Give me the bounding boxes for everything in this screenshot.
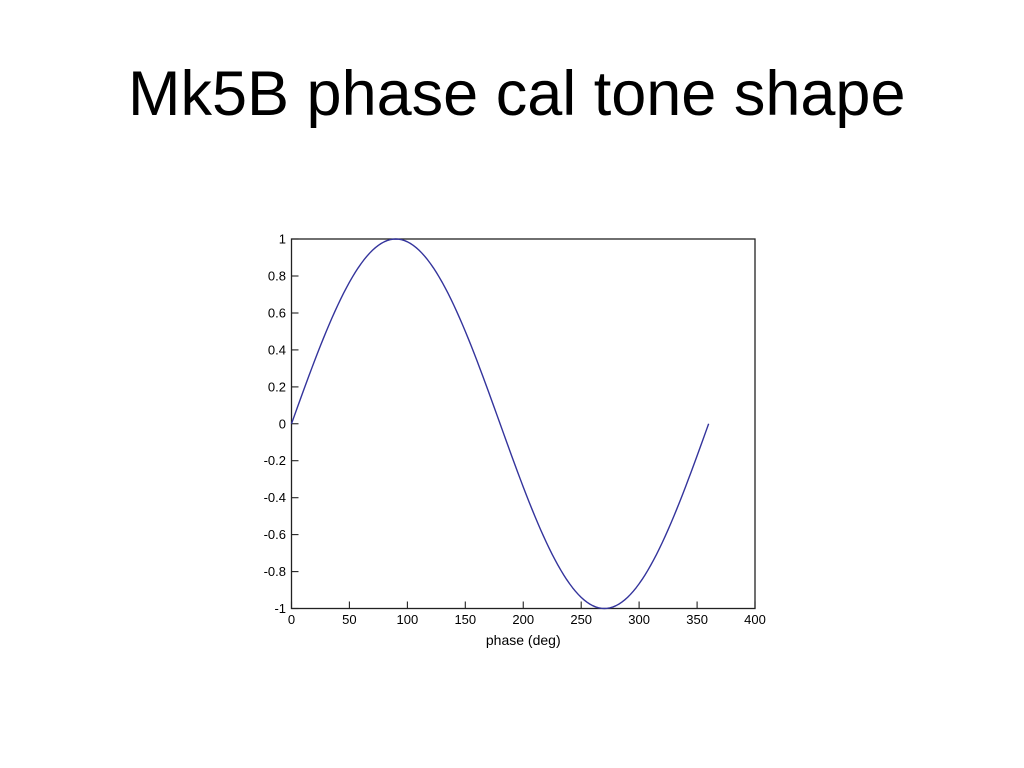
svg-text:250: 250 bbox=[570, 612, 592, 627]
svg-text:200: 200 bbox=[512, 612, 534, 627]
svg-text:350: 350 bbox=[686, 612, 708, 627]
svg-text:phase (deg): phase (deg) bbox=[486, 632, 561, 648]
svg-text:-0.4: -0.4 bbox=[264, 490, 286, 505]
svg-text:100: 100 bbox=[397, 612, 419, 627]
svg-text:0.8: 0.8 bbox=[268, 269, 286, 284]
svg-text:50: 50 bbox=[342, 612, 356, 627]
svg-text:-0.6: -0.6 bbox=[264, 527, 286, 542]
svg-text:0.2: 0.2 bbox=[268, 379, 286, 394]
svg-text:300: 300 bbox=[628, 612, 650, 627]
svg-text:-0.2: -0.2 bbox=[264, 453, 286, 468]
svg-text:0: 0 bbox=[288, 612, 295, 627]
svg-text:1: 1 bbox=[279, 232, 286, 247]
svg-text:-0.8: -0.8 bbox=[264, 564, 286, 579]
svg-text:0: 0 bbox=[279, 416, 286, 431]
svg-text:0.4: 0.4 bbox=[268, 342, 286, 357]
svg-text:-1: -1 bbox=[274, 601, 286, 616]
svg-text:150: 150 bbox=[454, 612, 476, 627]
svg-text:400: 400 bbox=[744, 612, 766, 627]
svg-text:0.6: 0.6 bbox=[268, 306, 286, 321]
